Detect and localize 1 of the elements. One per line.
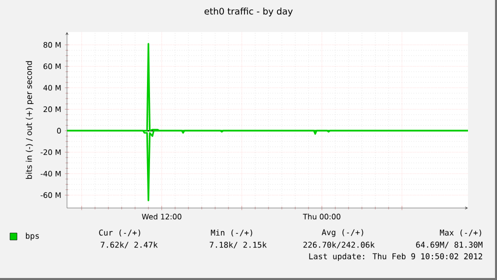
chart-title: eth0 traffic - by day [204, 8, 293, 16]
